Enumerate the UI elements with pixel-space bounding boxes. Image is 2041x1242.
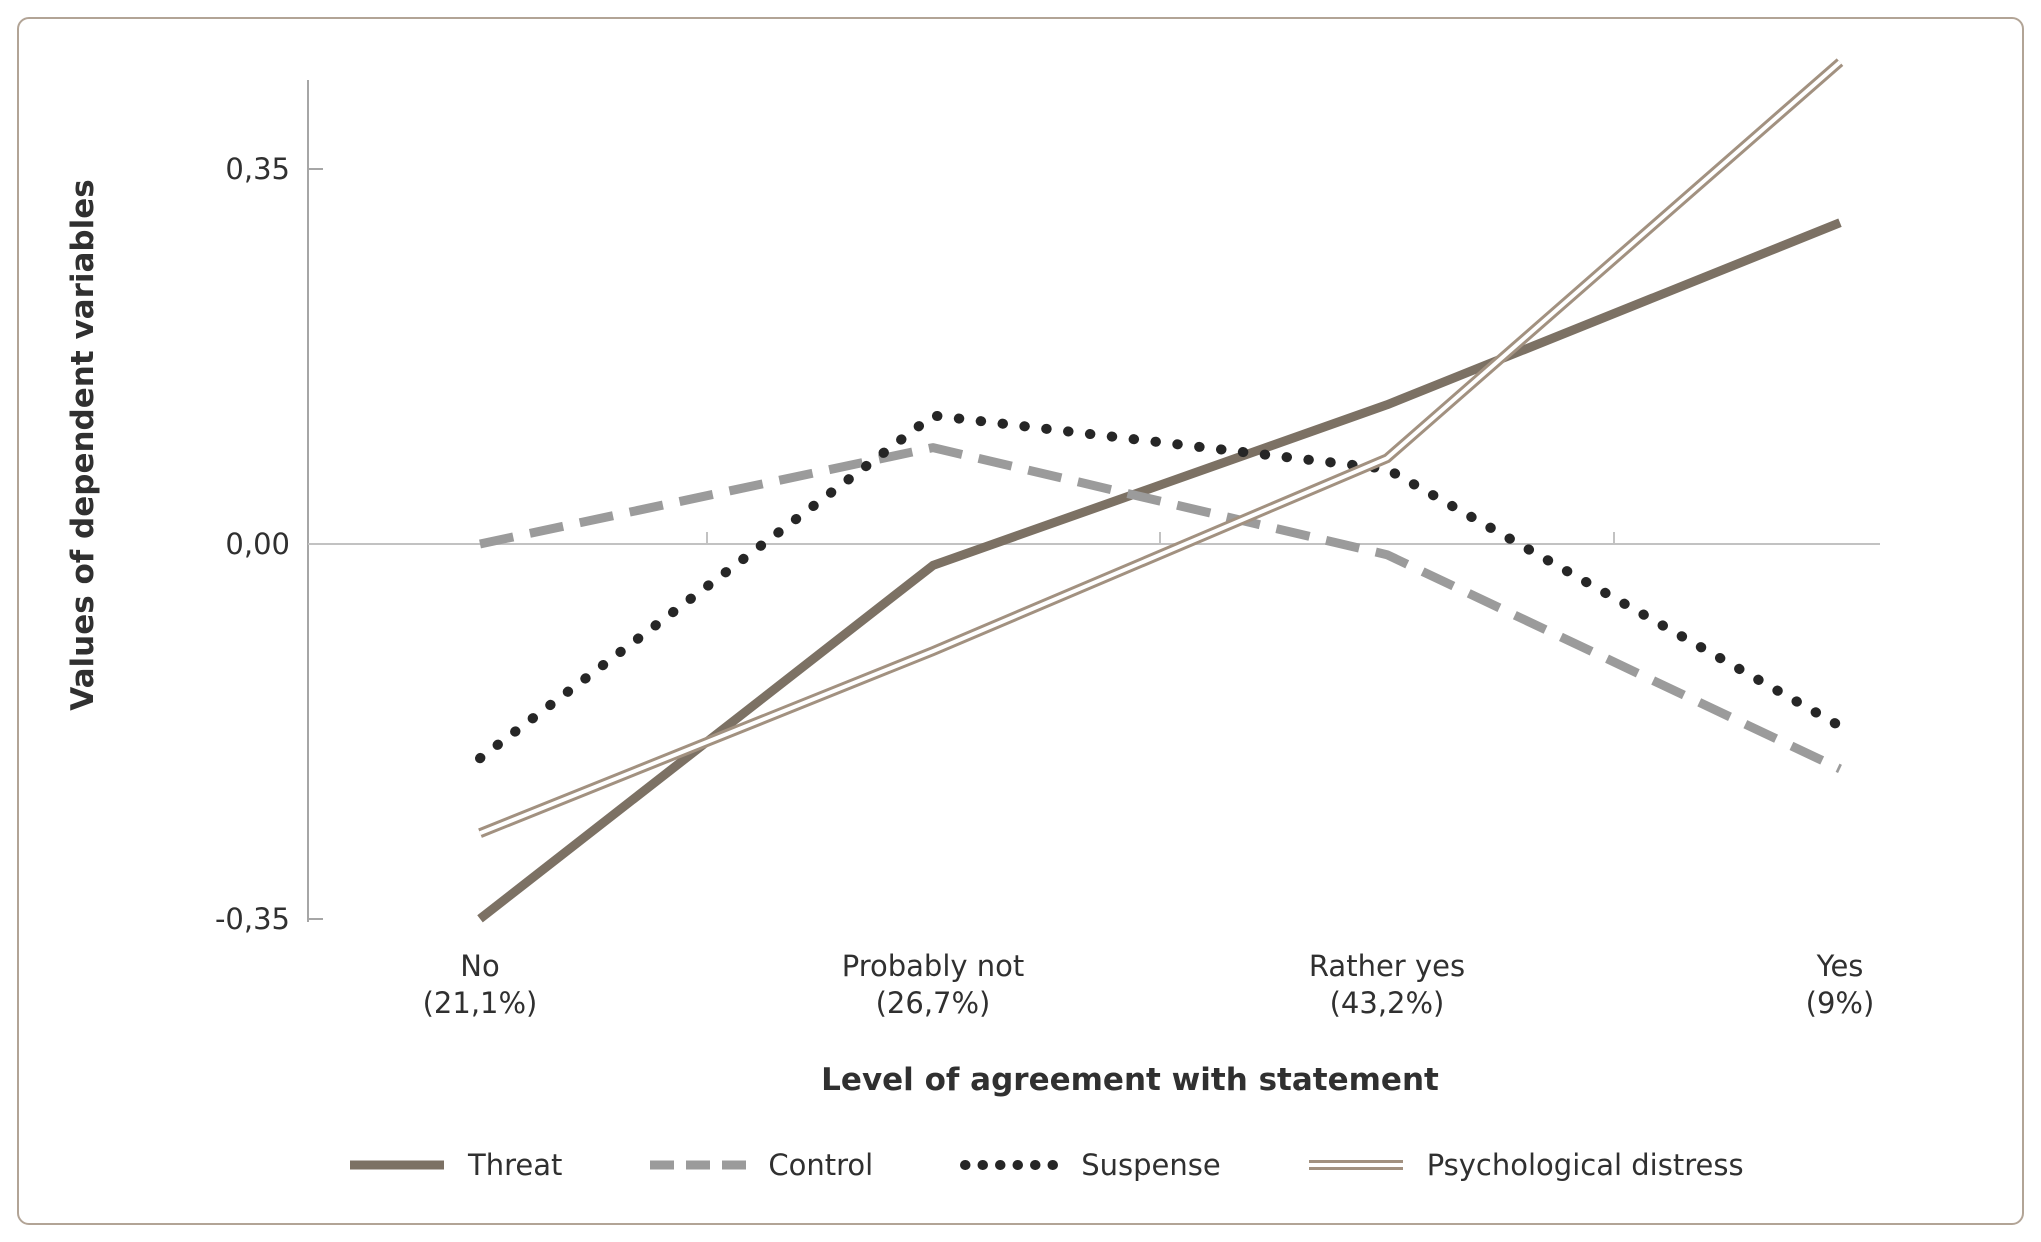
series-line-suspense: [475, 410, 1845, 764]
category-pct-probably-not: (26,7%): [876, 986, 991, 1020]
series-lines: [475, 58, 1845, 923]
y-tick-label-pos035: 0,35: [225, 152, 290, 186]
legend-label-suspense: Suspense: [1081, 1148, 1221, 1182]
category-pct-rather-yes: (43,2%): [1330, 986, 1445, 1020]
y-axis-title: Values of dependent variables: [65, 179, 101, 710]
series-line-control: [479, 443, 1842, 773]
legend-label-psychological-distress: Psychological distress: [1426, 1148, 1744, 1182]
y-tick-labels: 0,35 0,00 -0,35: [215, 152, 290, 936]
legend-label-control: Control: [768, 1148, 874, 1182]
series-line-psychological-distress: [478, 58, 1844, 838]
y-tick-label-zero: 0,00: [225, 527, 290, 561]
legend-item-threat: Threat: [348, 1148, 562, 1182]
legend: Threat Control Suspense Psychological di…: [0, 1140, 2041, 1190]
category-pct-yes: (9%): [1806, 986, 1875, 1020]
legend-label-threat: Threat: [468, 1148, 563, 1182]
category-label-yes: Yes: [1816, 949, 1864, 983]
psychological-distress-double-line-icon: [1308, 1160, 1403, 1170]
x-category-labels: No (21,1%) Probably not (26,7%) Rather y…: [423, 949, 1875, 1020]
legend-item-control: Control: [648, 1148, 873, 1182]
category-label-probably-not: Probably not: [842, 949, 1025, 983]
category-label-rather-yes: Rather yes: [1309, 949, 1465, 983]
legend-item-suspense: Suspense: [959, 1148, 1221, 1182]
axes: [307, 80, 1880, 922]
series-line-threat: [477, 218, 1842, 923]
category-pct-no: (21,1%): [423, 986, 538, 1020]
control-dashed-line-icon: [650, 1160, 747, 1170]
figure-card: [17, 17, 2024, 1225]
series-line-psychological-distress: [479, 60, 1842, 836]
x-axis-title: Level of agreement with statement: [821, 1062, 1439, 1098]
category-label-no: No: [460, 949, 499, 983]
suspense-dotted-line-icon: [960, 1160, 1060, 1170]
threat-line-icon: [350, 1160, 444, 1170]
legend-item-psychological-distress: Psychological distress: [1307, 1148, 1744, 1182]
y-tick-label-neg035: -0,35: [215, 902, 290, 936]
